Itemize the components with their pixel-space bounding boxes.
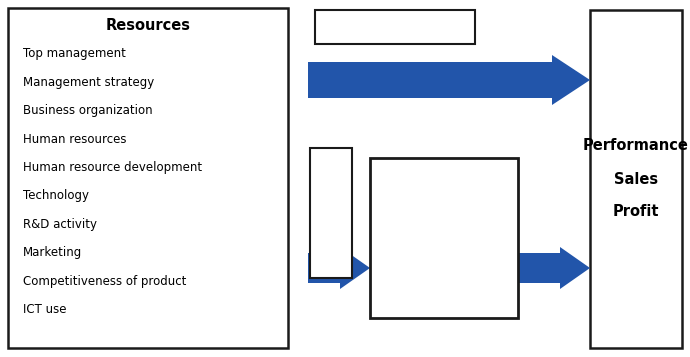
Text: Resources: Resources xyxy=(106,19,190,34)
Text: Human resources: Human resources xyxy=(23,133,126,146)
Polygon shape xyxy=(308,247,370,289)
Text: Human resource development: Human resource development xyxy=(23,161,202,174)
Text: Management strategy: Management strategy xyxy=(23,76,155,89)
Bar xyxy=(8,8,288,348)
Text: Business process: Business process xyxy=(344,20,446,34)
Polygon shape xyxy=(518,247,590,289)
Text: Competitiveness of product: Competitiveness of product xyxy=(23,275,186,288)
Text: R&D activity: R&D activity xyxy=(23,218,97,231)
Polygon shape xyxy=(308,55,590,105)
Text: innovation: innovation xyxy=(402,231,486,245)
Bar xyxy=(370,158,518,318)
Text: Marketing: Marketing xyxy=(23,246,82,259)
Text: Top management: Top management xyxy=(23,47,126,60)
Bar xyxy=(310,148,352,278)
Bar xyxy=(590,10,682,348)
Text: ICT use: ICT use xyxy=(23,303,66,316)
Text: Performance
Sales
Profit: Performance Sales Profit xyxy=(583,139,689,220)
Text: Business organization: Business organization xyxy=(23,104,152,117)
Text: Technology: Technology xyxy=(23,190,89,202)
Text: Innovation
process: Innovation process xyxy=(320,183,342,242)
Bar xyxy=(315,10,475,44)
